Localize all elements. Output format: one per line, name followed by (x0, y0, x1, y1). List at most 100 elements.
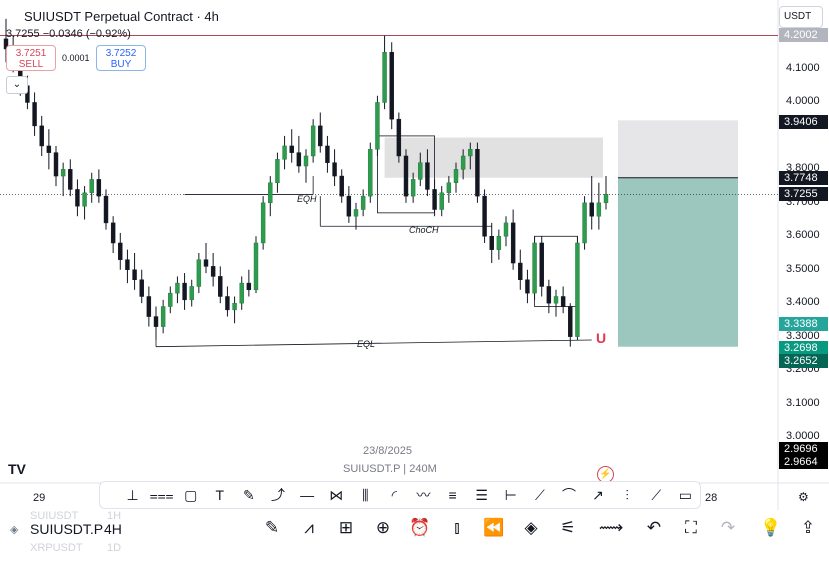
callout-icon[interactable]: ▭ (678, 486, 692, 503)
cursor-cross-icon[interactable]: ⊥ (126, 486, 139, 503)
candle-body (410, 179, 416, 197)
replay-icon[interactable]: ⏪ (483, 518, 505, 537)
time-label-28: 28 (705, 492, 718, 504)
candle-body (210, 266, 216, 277)
candle-body (389, 52, 394, 120)
drawing-toolbar: ⊥ ⩶ ▢ T ✎ ⤴ — ⋈ ⫼ ◜ 〰 ≡ ☰ ⊢ ⟋ ⌒ ↗ ⫶ ⟋ ▭ (99, 481, 701, 509)
candle-body (203, 259, 209, 267)
chart-title[interactable]: SUIUSDT Perpetual Contract · 4h (24, 9, 219, 24)
candle-body (375, 102, 380, 150)
candle-body (310, 125, 316, 157)
candle-body (403, 155, 409, 197)
undo-icon[interactable]: ↶ (646, 518, 662, 537)
polyline-icon[interactable]: 〰 (416, 487, 431, 503)
arrow-marker-icon[interactable]: ↗ (592, 486, 604, 503)
price-tag: 2.9696 (779, 442, 828, 457)
candle-body (225, 296, 230, 311)
price-axis-label: 3.6000 (786, 229, 820, 242)
forecast-icon[interactable]: ⫶ (625, 486, 629, 503)
buy-button[interactable]: 3.7252 BUY (96, 45, 146, 71)
ghost-symbol-below: XRPUSDT (30, 542, 83, 554)
candle-body (296, 152, 302, 167)
candle-body (146, 296, 152, 317)
currency-selector[interactable]: USDT (779, 6, 823, 28)
candles-icon[interactable]: ⫾ (454, 518, 460, 537)
candle-body (418, 162, 423, 180)
candle-body (268, 182, 273, 204)
tradingview-logo[interactable]: TV (8, 461, 26, 477)
brush-icon[interactable]: ✎ (243, 486, 255, 503)
pencil-icon[interactable]: ✎ (264, 518, 280, 537)
rectangle-icon[interactable]: ▢ (184, 486, 198, 503)
sui-logo-icon: ◈ (10, 524, 19, 536)
magnet-icon[interactable]: U (596, 330, 607, 346)
candle-body (139, 279, 144, 297)
grid-layout-icon[interactable]: ⊞ (338, 518, 354, 537)
candle-body (260, 202, 266, 244)
fib-icon[interactable]: ≡ (448, 487, 457, 503)
candle-body (596, 202, 602, 217)
candle-body (318, 125, 323, 147)
candle-body (360, 195, 366, 210)
candle-body (196, 259, 202, 287)
arc-icon[interactable]: ◜ (391, 486, 398, 503)
price-axis-label: 4.0000 (786, 95, 820, 108)
ohlc-price-line: 3.7255 −0.0346 (−0.92%) (6, 28, 131, 40)
candle-body (468, 149, 473, 157)
text-icon[interactable]: T (215, 487, 225, 503)
price-axis-label: 3.1000 (786, 396, 820, 409)
gear-icon[interactable]: ⚙ (798, 490, 809, 504)
watermark-symbol: SUIUSDT.P | 240M (343, 463, 437, 475)
sell-button[interactable]: 3.7251 SELL (6, 45, 56, 71)
candle-body (525, 279, 530, 294)
compare-icon[interactable]: ⟿ (598, 518, 624, 537)
settings-sliders-icon[interactable]: ⚟ (560, 518, 576, 537)
candle-body (46, 145, 52, 153)
candle-body (518, 262, 523, 281)
xabcd-pattern-icon[interactable]: ⋈ (329, 486, 344, 503)
parallel-channel-icon[interactable]: ⩶ (149, 486, 174, 503)
candle-body (32, 102, 37, 127)
candle-body (218, 276, 223, 297)
bottom-interval[interactable]: 4H (104, 521, 122, 537)
long-position-icon[interactable]: ⫼ (362, 486, 369, 503)
buy-price: 3.7252 (105, 48, 137, 59)
candle-body (3, 38, 9, 50)
candle-body (118, 242, 123, 260)
chevron-down-icon[interactable]: ⌄ (6, 76, 28, 94)
fullscreen-icon[interactable]: ⛶ (685, 518, 697, 537)
redo-icon[interactable]: ↷ (720, 518, 736, 537)
pitchfork-icon[interactable]: ☰ (475, 486, 488, 503)
candle-body (175, 282, 180, 294)
candle-body (475, 149, 480, 197)
candle-body (289, 145, 294, 153)
share-icon[interactable]: ⇪ (800, 518, 816, 537)
candle-body (68, 169, 73, 190)
candle-body (446, 182, 452, 194)
path-icon[interactable]: ⤴ (271, 487, 286, 503)
alarm-icon[interactable]: ⏰ (409, 518, 431, 537)
layers-icon[interactable]: ◈ (524, 518, 538, 537)
lightbulb-icon[interactable]: 💡 (760, 518, 782, 537)
date-range-icon[interactable]: ⊢ (504, 486, 517, 503)
candle-body (496, 236, 502, 250)
trend-line-icon[interactable]: ⟋ (534, 486, 545, 503)
candle-body (39, 125, 44, 147)
price-axis-label: 4.1000 (786, 62, 820, 74)
bottom-symbol[interactable]: SUIUSDT.P (30, 521, 104, 537)
price-tag: 3.7748 (779, 170, 828, 185)
candle-body (232, 302, 237, 311)
candle-body (453, 169, 459, 183)
indicators-icon[interactable]: ⩘ (304, 518, 314, 537)
candle-body (568, 306, 573, 337)
candle-body (339, 175, 344, 197)
ray-icon[interactable]: ⟋ (651, 486, 662, 503)
range-box (377, 135, 435, 214)
curve-icon[interactable]: ⌒ (561, 487, 576, 503)
add-icon[interactable]: ⊕ (375, 518, 391, 537)
candle-body (325, 145, 330, 163)
horizontal-line-icon[interactable]: — (300, 487, 315, 503)
price-tag: 3.7255 (779, 187, 828, 202)
candle-body (368, 149, 373, 197)
